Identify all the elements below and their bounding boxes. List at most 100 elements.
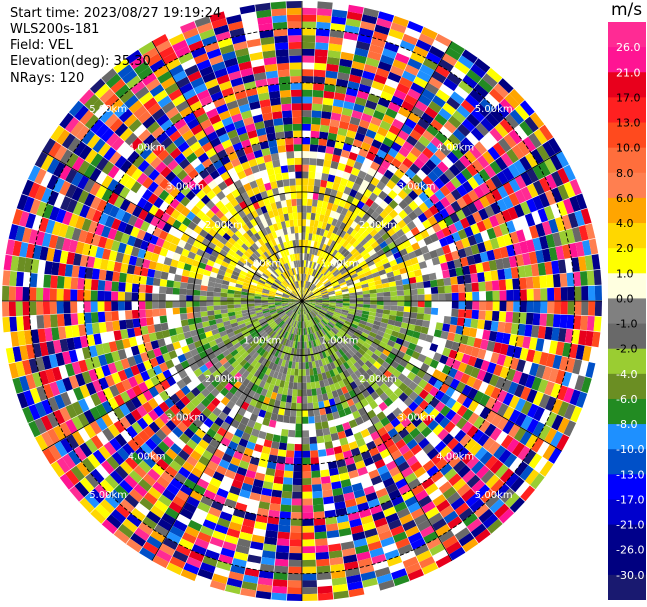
velocity-gate xyxy=(422,274,430,282)
velocity-gate xyxy=(145,309,153,318)
velocity-gate xyxy=(344,320,352,326)
velocity-gate xyxy=(222,280,230,286)
velocity-gate xyxy=(276,276,283,283)
velocity-gate xyxy=(356,358,365,367)
velocity-gate xyxy=(215,210,225,219)
velocity-gate xyxy=(349,295,357,299)
velocity-gate xyxy=(346,234,354,243)
velocity-gate xyxy=(158,494,172,507)
velocity-gate xyxy=(324,357,330,365)
velocity-gate xyxy=(482,217,493,230)
velocity-gate xyxy=(255,286,264,291)
velocity-gate xyxy=(402,278,410,285)
velocity-gate xyxy=(404,295,412,301)
velocity-gate xyxy=(48,444,62,461)
velocity-gate xyxy=(353,331,361,338)
velocity-gate xyxy=(382,84,396,96)
velocity-gate xyxy=(265,280,273,286)
velocity-gate xyxy=(104,93,120,109)
velocity-gate xyxy=(562,244,572,259)
velocity-gate xyxy=(442,323,451,332)
velocity-gate xyxy=(380,500,394,511)
velocity-gate xyxy=(346,367,355,376)
velocity-gate xyxy=(179,106,193,118)
velocity-gate xyxy=(134,527,150,542)
velocity-gate xyxy=(329,240,336,248)
velocity-gate xyxy=(130,246,140,257)
velocity-gate xyxy=(439,463,453,476)
velocity-gate xyxy=(451,146,464,160)
velocity-gate xyxy=(474,141,488,155)
velocity-gate xyxy=(22,406,35,423)
velocity-gate xyxy=(380,54,395,66)
velocity-gate xyxy=(281,302,289,305)
velocity-gate xyxy=(295,301,302,303)
velocity-gate xyxy=(363,301,371,305)
velocity-gate xyxy=(423,313,431,321)
velocity-gate xyxy=(302,21,316,29)
velocity-gate xyxy=(101,413,114,428)
velocity-gate xyxy=(407,411,418,423)
velocity-gate xyxy=(302,587,318,595)
velocity-gate xyxy=(390,347,400,356)
velocity-gate xyxy=(520,415,533,431)
velocity-gate xyxy=(136,229,147,240)
velocity-gate xyxy=(331,316,339,322)
velocity-gate xyxy=(225,342,234,350)
velocity-gate xyxy=(94,83,110,99)
velocity-gate xyxy=(402,407,413,418)
velocity-gate xyxy=(266,189,274,198)
velocity-gate xyxy=(321,222,328,230)
velocity-gate xyxy=(270,285,278,290)
velocity-gate xyxy=(212,471,225,482)
velocity-gate xyxy=(342,291,350,295)
velocity-gate xyxy=(330,160,339,170)
velocity-gate xyxy=(342,293,350,297)
velocity-gate xyxy=(105,321,114,332)
velocity-gate xyxy=(281,296,289,299)
velocity-gate xyxy=(291,96,302,104)
velocity-gate xyxy=(314,278,320,286)
velocity-gate xyxy=(303,260,307,268)
velocity-gate xyxy=(91,322,100,335)
velocity-gate xyxy=(290,192,297,200)
velocity-gate xyxy=(292,110,302,118)
velocity-gate xyxy=(238,273,246,279)
velocity-gate xyxy=(249,51,264,61)
velocity-gate xyxy=(201,141,213,153)
velocity-gate xyxy=(322,267,328,275)
velocity-gate xyxy=(325,253,332,261)
velocity-gate xyxy=(302,191,308,199)
velocity-gate xyxy=(329,119,340,128)
velocity-gate xyxy=(397,332,406,340)
velocity-gate xyxy=(291,333,295,341)
velocity-gate xyxy=(483,320,492,331)
velocity-gate xyxy=(443,510,459,524)
velocity-gate xyxy=(221,334,230,342)
velocity-gate xyxy=(177,239,187,249)
velocity-gate xyxy=(265,352,272,360)
velocity-gate xyxy=(142,516,158,530)
velocity-gate xyxy=(321,111,332,120)
velocity-gate xyxy=(398,444,411,456)
velocity-gate xyxy=(304,321,307,329)
velocity-gate xyxy=(274,252,281,260)
velocity-gate xyxy=(516,359,526,373)
velocity-gate xyxy=(165,171,177,183)
velocity-gate xyxy=(125,456,139,470)
velocity-gate xyxy=(153,270,162,279)
velocity-gate xyxy=(404,495,418,508)
velocity-gate xyxy=(532,313,541,326)
velocity-gate xyxy=(312,395,318,403)
velocity-gate xyxy=(402,184,413,195)
velocity-gate xyxy=(520,171,533,186)
velocity-gate xyxy=(35,434,49,451)
velocity-gate xyxy=(416,421,428,433)
velocity-gate xyxy=(179,484,193,496)
velocity-gate xyxy=(165,448,178,460)
velocity-gate xyxy=(462,408,474,421)
velocity-gate xyxy=(23,196,35,213)
velocity-gate xyxy=(331,249,338,257)
velocity-gate xyxy=(360,571,377,581)
velocity-gate xyxy=(263,325,271,331)
